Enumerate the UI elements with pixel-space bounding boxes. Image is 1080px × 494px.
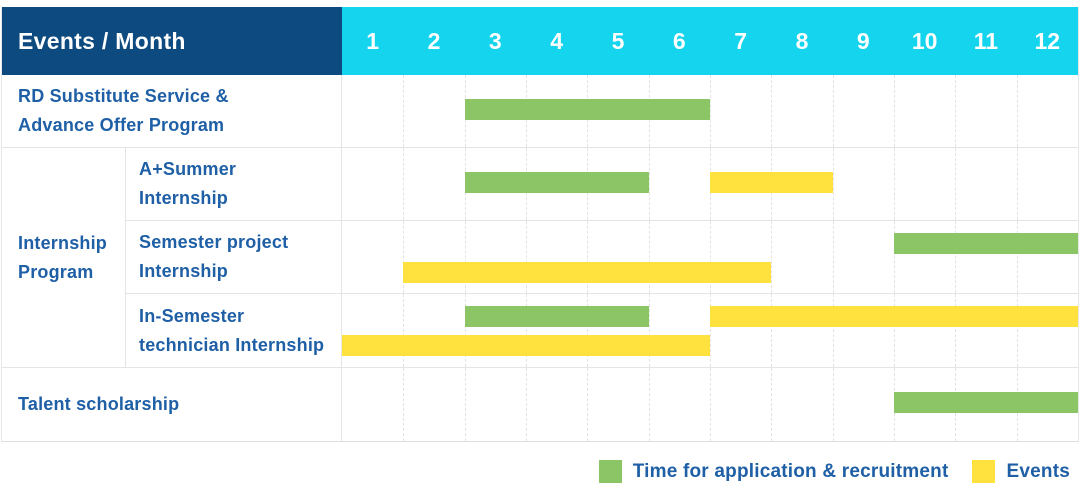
- track-a-plus-summer-internship: [342, 148, 1078, 220]
- month-gridline: [832, 368, 834, 441]
- row-talent-scholarship: Talent scholarship: [2, 368, 1078, 441]
- bar-a-plus-summer-internship-event-m7-m8: [710, 172, 833, 193]
- month-gridline: [894, 148, 895, 220]
- month-gridline: [955, 221, 957, 293]
- row-rd-substitute-service: RD Substitute Service & Advance Offer Pr…: [2, 75, 1078, 148]
- month-gridline: [403, 294, 405, 367]
- month-label-1: 1: [366, 27, 380, 54]
- month-gridline: [710, 294, 711, 367]
- month-gridline: [832, 75, 834, 147]
- row-label-a-plus-summer-internship: A+Summer Internship: [126, 148, 342, 220]
- row-in-semester-technician-internship: In-Semester technician Internship: [126, 294, 1078, 367]
- table-header-row: Events / Month 1 2 3 4 5 6 7 8 9 10 11 12: [2, 7, 1078, 75]
- month-gridline: [648, 294, 650, 367]
- month-gridline: [771, 368, 773, 441]
- month-label-5: 5: [611, 27, 625, 54]
- month-header: 1 2 3 4 5 6 7 8 9 10 11 12: [342, 7, 1078, 75]
- month-label-12: 12: [1034, 27, 1061, 54]
- month-gridline: [526, 294, 527, 367]
- month-gridline: [403, 75, 405, 147]
- bar-semester-project-internship-application-m10-m12: [894, 233, 1078, 254]
- month-gridline: [894, 75, 895, 147]
- events-month-header: Events / Month: [2, 7, 342, 75]
- bar-in-semester-technician-internship-application-m3-m5: [464, 306, 649, 327]
- month-label-9: 9: [856, 27, 870, 54]
- month-label-7: 7: [734, 27, 748, 54]
- month-gridline: [1016, 221, 1018, 293]
- month-gridline: [648, 148, 650, 220]
- month-gridline: [403, 148, 405, 220]
- month-label-10: 10: [911, 27, 938, 54]
- bar-rd-substitute-service-application-m3-m6: [464, 99, 710, 120]
- month-label-8: 8: [795, 27, 809, 54]
- month-gridline: [832, 294, 834, 367]
- legend: Time for application & recruitment Event…: [598, 460, 1070, 483]
- internship-program-subrows: A+Summer Internship Semester project Int…: [126, 148, 1078, 367]
- bar-a-plus-summer-internship-application-m3-m5: [464, 172, 649, 193]
- month-label-4: 4: [550, 27, 564, 54]
- month-gridline: [710, 75, 711, 147]
- events-swatch-icon: [972, 460, 996, 483]
- month-gridline: [955, 294, 957, 367]
- month-gridline: [587, 368, 589, 441]
- month-gridline: [771, 294, 773, 367]
- month-gridline: [955, 75, 957, 147]
- row-semester-project-internship: Semester project Internship: [126, 221, 1078, 294]
- month-gridline: [1016, 148, 1018, 220]
- internship-program-group: Internship Program A+Summer Internship S…: [2, 148, 1078, 368]
- month-gridline: [1016, 294, 1018, 367]
- row-label-rd-substitute-service: RD Substitute Service & Advance Offer Pr…: [2, 75, 342, 147]
- month-label-6: 6: [672, 27, 686, 54]
- month-gridline: [1016, 75, 1018, 147]
- month-gridline: [894, 221, 895, 293]
- legend-item-events: Events: [972, 460, 1070, 483]
- month-gridline: [832, 221, 834, 293]
- month-gridline: [464, 294, 466, 367]
- track-talent-scholarship: [342, 368, 1078, 441]
- month-gridline: [832, 148, 834, 220]
- month-label-2: 2: [427, 27, 441, 54]
- month-gridline: [526, 368, 527, 441]
- month-gridline: [771, 75, 773, 147]
- month-label-3: 3: [488, 27, 502, 54]
- bar-semester-project-internship-event-m2-m7: [403, 262, 772, 283]
- track-in-semester-technician-internship: [342, 294, 1078, 367]
- month-label-11: 11: [973, 27, 999, 54]
- track-semester-project-internship: [342, 221, 1078, 293]
- month-gridline: [464, 368, 466, 441]
- row-label-in-semester-technician-internship: In-Semester technician Internship: [126, 294, 342, 367]
- legend-item-application: Time for application & recruitment: [598, 460, 949, 483]
- application-swatch-icon: [598, 460, 622, 483]
- bar-talent-scholarship-application-m10-m12: [894, 392, 1078, 413]
- legend-label-application: Time for application & recruitment: [632, 460, 949, 482]
- month-gridline: [710, 368, 711, 441]
- month-gridline: [648, 368, 650, 441]
- track-rd-substitute-service: [342, 75, 1078, 147]
- month-gridline: [955, 148, 957, 220]
- month-gridline: [403, 368, 405, 441]
- bar-in-semester-technician-internship-event-m7-m12: [710, 306, 1078, 327]
- group-label-internship-program: Internship Program: [2, 148, 126, 367]
- legend-label-events: Events: [1006, 460, 1070, 482]
- bar-in-semester-technician-internship-event-m1-m6: [342, 335, 710, 356]
- month-gridline: [771, 221, 773, 293]
- row-label-semester-project-internship: Semester project Internship: [126, 221, 342, 293]
- month-gridline: [894, 294, 895, 367]
- events-month-table: Events / Month 1 2 3 4 5 6 7 8 9 10 11 12 RD Substi…: [1, 7, 1079, 442]
- month-gridline: [587, 294, 589, 367]
- row-a-plus-summer-internship: A+Summer Internship: [126, 148, 1078, 221]
- row-label-talent-scholarship: Talent scholarship: [2, 368, 342, 441]
